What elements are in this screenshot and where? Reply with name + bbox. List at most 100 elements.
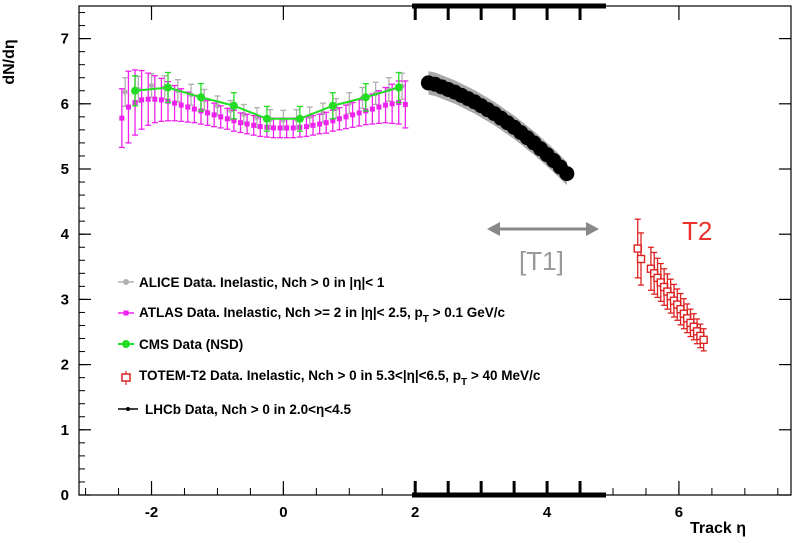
- data-point: [317, 121, 323, 127]
- data-point: [185, 104, 191, 110]
- legend-atlas-sub: T: [423, 314, 429, 325]
- data-point: [172, 100, 178, 106]
- legend-totem-marker: [121, 373, 131, 382]
- legend-alice-marker: [123, 279, 129, 285]
- axes: 0 1 2 3 4 5 6 7 -2 0 2 4 6: [61, 6, 791, 521]
- legend-atlas-text-a: ATLAS Data. Inelastic, Nch >= 2 in |η|< …: [139, 305, 423, 320]
- data-point: [295, 114, 304, 123]
- data-point: [383, 102, 389, 108]
- data-point: [310, 122, 316, 128]
- legend-entry-alice: ALICE Data. Inelastic, Nch > 0 in |η|< 1: [118, 275, 385, 290]
- series-0: [122, 72, 406, 131]
- y-axis-title: dN/dη: [1, 39, 18, 84]
- data-point: [164, 83, 172, 92]
- legend-totem-text: TOTEM-T2 Data. Inelastic, Nch > 0 in 5.3…: [139, 368, 541, 388]
- legend-cms-marker: [122, 340, 130, 348]
- data-point: [369, 106, 375, 112]
- data-point: [238, 120, 244, 126]
- y-tick-label: 6: [61, 96, 69, 113]
- legend-atlas-text-b: > 0.1 GeV/c: [429, 305, 506, 320]
- legend-alice-text: ALICE Data. Inelastic, Nch > 0 in |η|< 1: [139, 275, 385, 290]
- data-point: [350, 112, 356, 118]
- x-tick-label: 6: [675, 504, 683, 521]
- data-point: [229, 101, 238, 110]
- x-axis-title: Track η: [690, 520, 746, 537]
- data-point: [284, 125, 290, 131]
- y-tick-label: 0: [61, 487, 69, 504]
- y-tick-label: 4: [61, 226, 70, 243]
- data-point: [145, 96, 151, 102]
- y-tick-label: 1: [61, 422, 69, 439]
- y-tick-label: 3: [61, 291, 69, 308]
- legend-totem-text-b: > 40 MeV/c: [467, 368, 541, 383]
- data-point: [290, 125, 296, 131]
- y-tick-label: 5: [61, 161, 69, 178]
- data-point: [224, 116, 230, 122]
- legend-atlas-marker: [123, 310, 129, 316]
- legend-entry-atlas: ATLAS Data. Inelastic, Nch >= 2 in |η|< …: [118, 305, 506, 325]
- data-point: [257, 124, 263, 130]
- x-tick-label: 4: [543, 504, 552, 521]
- x-tick-label: 0: [279, 504, 287, 521]
- data-point: [196, 93, 205, 102]
- data-point: [262, 114, 271, 123]
- series-4: [420, 75, 575, 182]
- legend-lhcb-text: LHCb Data, Nch > 0 in 2.0<η<4.5: [145, 402, 351, 417]
- lhcb-point: [559, 166, 575, 182]
- data-point: [178, 102, 184, 108]
- data-point: [139, 97, 145, 103]
- legend-atlas-text: ATLAS Data. Inelastic, Nch >= 2 in |η|< …: [139, 305, 506, 325]
- t1-arrow-left-head: [487, 222, 500, 236]
- data-point: [389, 101, 395, 107]
- data-point: [158, 97, 164, 103]
- t1-annotation: [T1]: [487, 222, 599, 276]
- data-point: [277, 125, 283, 131]
- data-point: [191, 106, 197, 112]
- data-point: [336, 116, 342, 122]
- legend-entry-cms: CMS Data (NSD): [118, 337, 243, 352]
- data-point: [323, 120, 329, 126]
- data-point: [244, 121, 250, 127]
- legend: ALICE Data. Inelastic, Nch > 0 in |η|< 1…: [118, 275, 541, 417]
- data-point: [394, 83, 403, 92]
- data-point: [270, 125, 276, 131]
- data-point: [131, 86, 140, 95]
- data-point: [328, 101, 337, 110]
- data-point: [218, 114, 224, 120]
- legend-entry-totem: TOTEM-T2 Data. Inelastic, Nch > 0 in 5.3…: [121, 368, 541, 388]
- data-point: [152, 96, 158, 102]
- data-point: [636, 254, 646, 264]
- data-point: [633, 244, 642, 253]
- data-point: [205, 110, 211, 116]
- legend-totem-text-a: TOTEM-T2 Data. Inelastic, Nch > 0 in 5.3…: [139, 368, 461, 383]
- data-point: [402, 101, 408, 107]
- data-point: [214, 103, 221, 109]
- data-point: [330, 118, 336, 124]
- legend-lhcb-marker: [126, 407, 130, 411]
- t1-label: [T1]: [519, 246, 564, 276]
- data-point: [699, 335, 708, 345]
- data-point: [356, 110, 362, 116]
- data-point: [231, 118, 237, 124]
- data-point: [148, 82, 155, 89]
- data-point: [361, 93, 370, 102]
- series-3: [633, 218, 708, 352]
- legend-cms-text: CMS Data (NSD): [139, 337, 243, 352]
- data-point: [251, 122, 257, 128]
- data-point: [125, 104, 131, 110]
- y-tick-label: 2: [61, 357, 69, 374]
- data-point: [303, 124, 309, 130]
- series-1: [118, 69, 409, 149]
- legend-totem-sub: T: [461, 377, 467, 388]
- data-point: [119, 115, 125, 121]
- series-2: [131, 71, 403, 132]
- t2-label: T2: [682, 216, 712, 246]
- data-point: [376, 104, 382, 110]
- data-point: [211, 112, 217, 118]
- x-tick-label: 2: [411, 504, 419, 521]
- y-tick-label: 7: [61, 31, 69, 48]
- legend-entry-lhcb: LHCb Data, Nch > 0 in 2.0<η<4.5: [118, 402, 351, 417]
- data-point: [343, 114, 349, 120]
- series-layer: [118, 69, 708, 352]
